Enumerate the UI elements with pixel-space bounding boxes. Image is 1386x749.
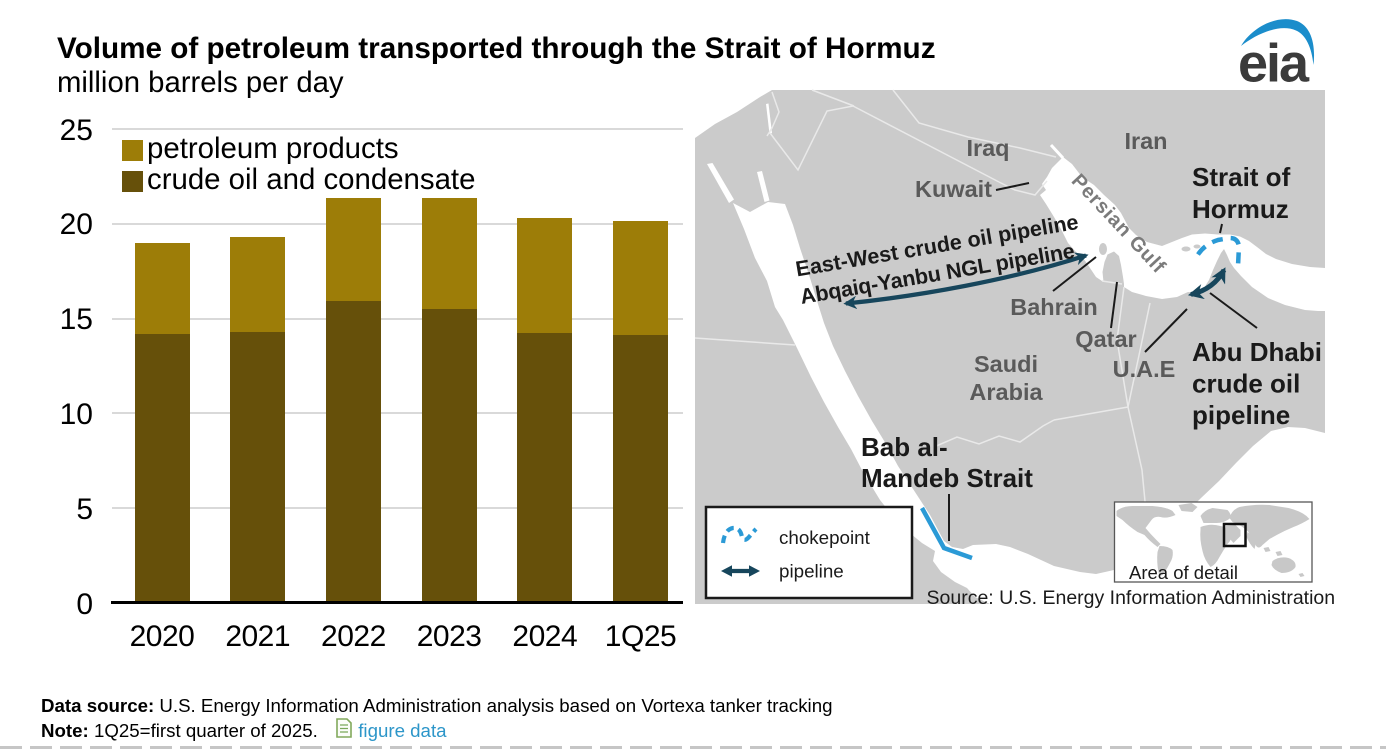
svg-text:U.A.E: U.A.E xyxy=(1113,356,1176,382)
svg-text:Strait of: Strait of xyxy=(1192,162,1291,192)
svg-text:Saudi: Saudi xyxy=(974,351,1038,377)
svg-text:chokepoint: chokepoint xyxy=(779,527,871,548)
svg-text:pipeline: pipeline xyxy=(1192,400,1290,430)
svg-text:eia: eia xyxy=(1238,34,1310,89)
svg-text:crude oil: crude oil xyxy=(1192,369,1300,399)
svg-text:Area of detail: Area of detail xyxy=(1129,562,1238,583)
svg-text:Qatar: Qatar xyxy=(1075,326,1136,352)
svg-text:Hormuz: Hormuz xyxy=(1192,194,1289,224)
svg-text:Kuwait: Kuwait xyxy=(915,176,992,202)
svg-text:Arabia: Arabia xyxy=(969,379,1043,405)
svg-text:Bab al-: Bab al- xyxy=(861,432,948,462)
svg-text:pipeline: pipeline xyxy=(779,561,844,582)
svg-text:Iran: Iran xyxy=(1124,128,1167,154)
svg-text:Abu Dhabi: Abu Dhabi xyxy=(1192,337,1322,367)
svg-text:Mandeb Strait: Mandeb Strait xyxy=(861,463,1033,493)
svg-text:Iraq: Iraq xyxy=(966,135,1009,161)
svg-text:Source: U.S. Energy Informatio: Source: U.S. Energy Information Administ… xyxy=(927,587,1336,609)
svg-text:Bahrain: Bahrain xyxy=(1010,294,1098,320)
